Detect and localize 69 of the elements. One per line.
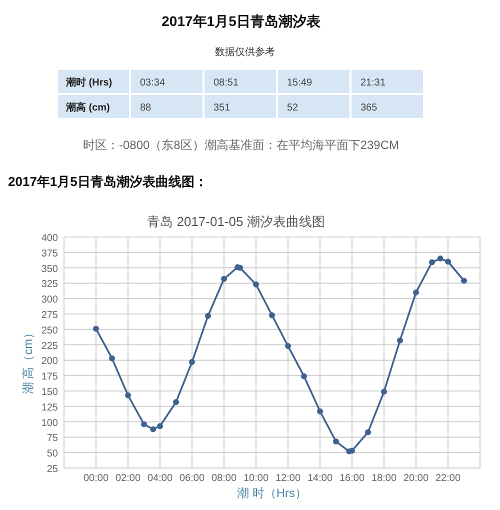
category-label: 21:31 — [360, 78, 386, 88]
point — [301, 373, 307, 380]
point — [141, 421, 147, 428]
point — [221, 276, 227, 282]
point — [189, 359, 195, 366]
text: 2017年1月5日青岛潮汐表曲线图： — [8, 174, 208, 189]
point — [461, 278, 467, 284]
chart-title: 青岛 2017-01-05 潮汐表曲线图 — [147, 214, 325, 229]
point — [269, 312, 275, 318]
y-tick-label: 250 — [41, 325, 58, 336]
category-label: 08:51 — [214, 78, 239, 88]
category-label: 03:34 — [140, 78, 166, 88]
text: 时区：-0800（东8区）潮高基准面：在平均海平面下239CM — [82, 138, 400, 152]
x-tick-label: 18:00 — [371, 473, 397, 484]
x-tick-label: 16:00 — [339, 473, 365, 484]
data-label: 88 — [140, 102, 152, 114]
point — [317, 408, 323, 414]
y-tick-label: 75 — [46, 433, 58, 444]
y-tick-label: 300 — [41, 294, 58, 306]
y-tick-label: 200 — [41, 356, 58, 368]
point — [445, 258, 451, 265]
point — [93, 326, 99, 332]
y-axis-title: 潮 高（cm） — [21, 326, 35, 394]
text: 潮高 (cm) — [65, 102, 110, 114]
x-tick-label: 10:00 — [243, 473, 269, 484]
x-tick-label: 08:00 — [211, 473, 237, 484]
text: 数据仅供参考 — [215, 46, 275, 58]
point — [413, 289, 419, 296]
x-tick-label: 04:00 — [147, 473, 173, 484]
point — [333, 438, 339, 445]
point — [285, 343, 291, 350]
y-tick-label: 100 — [41, 418, 58, 429]
y-tick-label: 125 — [41, 402, 58, 414]
point — [205, 312, 211, 319]
point — [150, 426, 156, 432]
point — [253, 281, 259, 288]
x-tick-label: 12:00 — [275, 473, 301, 484]
x-tick-label: 14:00 — [307, 473, 333, 484]
x-tick-label: 00:00 — [83, 473, 109, 484]
data-label: 365 — [360, 102, 378, 114]
text: 潮时 (Hrs) — [65, 76, 112, 88]
y-tick-label: 275 — [41, 310, 58, 321]
data-label: 351 — [214, 102, 231, 114]
point — [397, 337, 403, 344]
x-tick-label: 02:00 — [115, 473, 141, 484]
data-label: 52 — [287, 102, 299, 114]
text: 2017年1月5日青岛潮汐表 — [162, 13, 322, 29]
category-label: 15:49 — [287, 78, 312, 88]
y-tick-label: 25 — [46, 464, 58, 475]
point — [173, 399, 179, 406]
y-tick-label: 325 — [41, 279, 58, 290]
point — [157, 423, 163, 430]
point — [381, 388, 387, 395]
y-tick-label: 400 — [41, 233, 58, 244]
x-tick-label: 20:00 — [403, 473, 429, 484]
y-tick-label: 150 — [41, 387, 58, 398]
point — [429, 259, 435, 266]
x-tick-label: 22:00 — [435, 473, 461, 484]
y-tick-label: 175 — [41, 372, 58, 383]
x-axis-title: 潮 时（Hrs） — [237, 486, 307, 500]
point — [437, 256, 444, 262]
y-tick-label: 350 — [41, 264, 58, 275]
y-tick-label: 225 — [41, 340, 58, 352]
point — [365, 429, 371, 436]
point — [109, 355, 115, 362]
y-tick-label: 50 — [46, 448, 58, 460]
x-tick-label: 06:00 — [179, 473, 205, 484]
point — [125, 392, 131, 398]
y-tick-label: 375 — [41, 248, 58, 260]
